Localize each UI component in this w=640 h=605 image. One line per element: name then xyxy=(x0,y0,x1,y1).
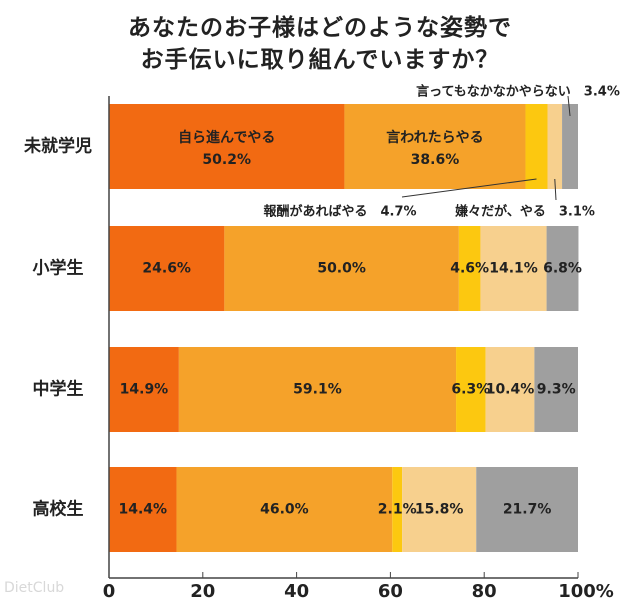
data-label: 59.1% xyxy=(293,382,342,398)
category-label: 小学生 xyxy=(33,258,84,279)
x-tick-label: 80 xyxy=(472,581,497,602)
bar-segment xyxy=(176,467,393,552)
category-label: 中学生 xyxy=(33,379,84,400)
category-label: 高校生 xyxy=(33,499,84,520)
data-label: 14.1% xyxy=(489,261,538,277)
segment-series-label: 言われたらやる xyxy=(386,129,483,146)
bar-segment xyxy=(109,467,177,552)
data-label: 21.7% xyxy=(503,502,552,518)
watermark: DietClub xyxy=(4,580,65,596)
bar-segment xyxy=(534,347,578,432)
segment-series-label: 自ら進んでやる xyxy=(178,129,275,146)
callout-label: 言ってもなかなかやらない 3.4% xyxy=(416,84,620,100)
x-tick-label: 20 xyxy=(190,581,215,602)
chart-title-line-2: お手伝いに取り組んでいますか？ xyxy=(140,47,500,73)
bar-segment xyxy=(480,226,547,311)
bar-segment xyxy=(224,226,459,311)
data-label: 50.0% xyxy=(317,261,366,277)
callout-line xyxy=(567,95,571,117)
data-label: 6.8% xyxy=(543,261,582,277)
data-label: 46.0% xyxy=(260,502,309,518)
data-label: 4.6% xyxy=(450,261,489,277)
callout-line xyxy=(554,178,557,201)
data-label: 14.4% xyxy=(118,502,167,518)
x-tick-label: 60 xyxy=(378,581,403,602)
data-label: 6.3% xyxy=(451,382,490,398)
bar-segment xyxy=(456,347,486,432)
bar-segment xyxy=(392,467,403,552)
data-label: 38.6% xyxy=(411,152,460,168)
category-label: 未就学児 xyxy=(23,136,92,157)
callout-label: 報酬があればやる 4.7% xyxy=(263,204,416,220)
bar-segment xyxy=(546,226,579,311)
data-label: 2.1% xyxy=(378,502,417,518)
bar-segment xyxy=(458,226,481,311)
bar-segment xyxy=(109,104,345,189)
chart-title-line-1: あなたのお子様はどのような姿勢で xyxy=(128,15,512,41)
bar-segment xyxy=(109,226,225,311)
bar-segment xyxy=(485,347,535,432)
callout-label: 嫌々だが、やる 3.1% xyxy=(454,204,595,220)
bar-segment xyxy=(476,467,578,552)
data-label: 50.2% xyxy=(202,152,251,168)
bar-segment xyxy=(402,467,477,552)
callout-line xyxy=(401,178,537,198)
data-label: 9.3% xyxy=(537,382,576,398)
bar-segment xyxy=(547,104,563,189)
bar-segment xyxy=(562,104,578,189)
x-tick-label: 100% xyxy=(558,581,614,602)
data-label: 10.4% xyxy=(486,382,535,398)
bar-segment xyxy=(109,347,179,432)
bar-segment xyxy=(344,104,526,189)
x-tick-label: 40 xyxy=(284,581,309,602)
data-label: 24.6% xyxy=(142,261,191,277)
data-label: 15.8% xyxy=(415,502,464,518)
bar-segment xyxy=(178,347,457,432)
x-tick-label: 0 xyxy=(103,581,116,602)
bar-segment xyxy=(525,104,548,189)
data-label: 14.9% xyxy=(120,382,169,398)
